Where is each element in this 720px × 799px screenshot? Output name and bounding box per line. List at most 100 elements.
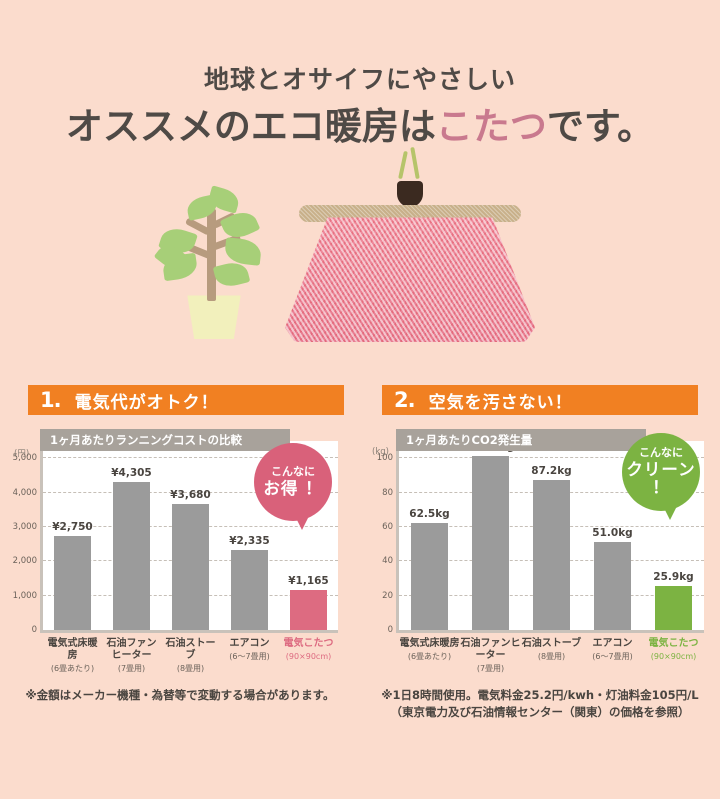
chart-1-plot-wrap: 0 1,000 2,000 3,000 4,000 5,000 ¥2,750 ¥4,305 ¥3… bbox=[13, 429, 338, 635]
bar-value-label: ¥2,750 bbox=[52, 520, 93, 533]
bar-slot: 25.9kg bbox=[643, 441, 704, 630]
category-name: 石油ファンヒーター bbox=[106, 638, 157, 661]
x-axis-category-label: 石油ストーブ (8畳用) bbox=[161, 638, 220, 673]
x-axis-category-label: 電気こたつ (90×90cm) bbox=[643, 638, 704, 673]
bar-slot: 51.0kg bbox=[582, 441, 643, 630]
category-sublabel: (7畳用) bbox=[117, 663, 146, 673]
bar: ¥2,335 bbox=[229, 535, 270, 630]
headline: 地球とオサイフにやさしい オススメのエコ暖房はこたつです。 bbox=[0, 0, 720, 151]
bar: 25.9kg bbox=[653, 571, 694, 630]
category-name: 電気こたつ bbox=[283, 638, 334, 649]
steam-icon bbox=[410, 147, 420, 180]
footnote-2-line-1: ※1日8時間使用。電気料金25.2円/kwh・灯油料金105円/L bbox=[381, 688, 699, 703]
potted-plant-icon bbox=[153, 173, 270, 340]
bar: 87.2kg bbox=[531, 465, 572, 630]
category-name: 電気式床暖房 bbox=[399, 638, 460, 649]
y-axis-tick-label: 60 bbox=[382, 521, 393, 532]
bar-slot: 62.5kg bbox=[399, 441, 460, 630]
category-name: 電気式床暖房 bbox=[47, 638, 98, 661]
bar-slot: ¥1,165 bbox=[279, 441, 338, 630]
y-axis-tick-label: 3,000 bbox=[12, 521, 37, 532]
bar-value-label: 25.9kg bbox=[653, 570, 694, 583]
chart-2: 1ヶ月あたりCO2発生量 (kg) 0 20 40 60 80 100 62.5kg 101.… bbox=[360, 429, 720, 673]
bar-value-label: 87.2kg bbox=[531, 465, 572, 478]
category-sublabel: (90×90cm) bbox=[285, 651, 332, 661]
bar: ¥4,305 bbox=[111, 467, 152, 630]
category-sublabel: (8畳用) bbox=[176, 663, 205, 673]
bar-slot: 87.2kg bbox=[521, 441, 582, 630]
category-name: 電気こたつ bbox=[648, 638, 699, 649]
bar: 62.5kg bbox=[409, 508, 450, 630]
x-axis-category-label: 石油ストーブ (8畳用) bbox=[521, 638, 582, 673]
y-axis-tick-label: 2,000 bbox=[12, 556, 37, 567]
chart-2-callout-bubble: こんなに クリーン ！ bbox=[622, 433, 700, 520]
plant-leaf bbox=[223, 237, 263, 267]
kotatsu-blanket bbox=[285, 217, 535, 343]
bar-slot: ¥3,680 bbox=[161, 441, 220, 630]
bar-value-label: ¥4,305 bbox=[111, 467, 152, 480]
chart-1-callout-bubble: こんなに お得 ！ bbox=[254, 443, 332, 530]
teacup-icon bbox=[397, 181, 423, 208]
x-axis-category-label: 電気式床暖房 (6畳あたり) bbox=[399, 638, 460, 673]
headline-line-2: オススメのエコ暖房はこたつです。 bbox=[0, 102, 720, 152]
bar-value-label: 62.5kg bbox=[409, 507, 450, 520]
x-axis-category-label: 石油ファンヒーター (7畳用) bbox=[102, 638, 161, 673]
section-1-title: 電気代がオトク！ bbox=[74, 392, 219, 413]
bubble-line-1: こんなに bbox=[639, 445, 683, 459]
bar-value-label: ¥3,680 bbox=[170, 488, 211, 501]
category-sublabel: (6畳あたり) bbox=[50, 663, 95, 673]
kotatsu-icon bbox=[285, 147, 535, 350]
headline-text-before: オススメのエコ暖房は bbox=[65, 104, 436, 148]
category-sublabel: (6〜7畳用) bbox=[229, 651, 270, 661]
bar: ¥2,750 bbox=[52, 521, 93, 630]
category-name: 石油ストーブ bbox=[521, 638, 582, 649]
bar-slot: ¥2,335 bbox=[220, 441, 279, 630]
x-axis-category-label: 石油ファンヒーター (7畳用) bbox=[460, 638, 521, 673]
y-axis-tick-label: 40 bbox=[382, 556, 393, 567]
y-axis-tick-label: 0 bbox=[31, 625, 37, 635]
bars-container: ¥2,750 ¥4,305 ¥3,680 ¥2,335 ¥1,165 bbox=[43, 441, 338, 630]
x-axis-category-label: エアコン (6〜7畳用) bbox=[582, 638, 643, 673]
sections-container: 1. 電気代がオトク！ 1ヶ月あたりランニングコストの比較 (円) 0 1,000… bbox=[0, 385, 720, 722]
bubble-line-2: クリーン ！ bbox=[626, 459, 696, 498]
bar-value-label: 51.0kg bbox=[592, 527, 633, 540]
gridline: 100 bbox=[377, 453, 704, 463]
footnote-2: ※1日8時間使用。電気料金25.2円/kwh・灯油料金105円/L （東京電力及… bbox=[360, 687, 720, 722]
footnote-1-line-1: ※金額はメーカー機種・為替等で変動する場合があります。 bbox=[25, 688, 335, 703]
bar: 51.0kg bbox=[592, 527, 633, 630]
footnote-1: ※金額はメーカー機種・為替等で変動する場合があります。 bbox=[0, 687, 360, 704]
illustration bbox=[0, 147, 720, 355]
chart-2-title: 1ヶ月あたりCO2発生量 bbox=[396, 429, 646, 451]
chart-1-x-labels: 電気式床暖房 (6畳あたり) 石油ファンヒーター (7畳用) 石油ストーブ (8畳用) エア… bbox=[43, 638, 338, 673]
x-axis-category-label: エアコン (6〜7畳用) bbox=[220, 638, 279, 673]
category-sublabel: (7畳用) bbox=[476, 663, 505, 673]
bar-slot: ¥2,750 bbox=[43, 441, 102, 630]
section-running-cost: 1. 電気代がオトク！ 1ヶ月あたりランニングコストの比較 (円) 0 1,000… bbox=[0, 385, 360, 722]
section-1-number: 1. bbox=[40, 388, 62, 412]
y-axis-tick-label: 20 bbox=[382, 590, 393, 601]
bar-slot: 101.3kg bbox=[460, 441, 521, 630]
y-axis-tick-label: 100 bbox=[376, 453, 393, 464]
section-1-header: 1. 電気代がオトク！ bbox=[28, 385, 344, 415]
flower-pot bbox=[187, 295, 241, 340]
y-axis-tick-label: 4,000 bbox=[12, 487, 37, 498]
bar-value-label: ¥1,165 bbox=[288, 574, 329, 587]
gridline: 5,000 bbox=[13, 453, 338, 463]
category-name: エアコン bbox=[592, 638, 633, 649]
category-sublabel: (6〜7畳用) bbox=[592, 651, 633, 661]
bubble-line-2: お得 ！ bbox=[263, 478, 323, 498]
bar-slot: ¥4,305 bbox=[102, 441, 161, 630]
bar: ¥1,165 bbox=[288, 575, 329, 630]
category-name: エアコン bbox=[229, 638, 270, 649]
steam-icon bbox=[398, 151, 408, 180]
chart-2-plot-wrap: 0 20 40 60 80 100 62.5kg 101.3kg 87.2kg 51.0kg 25.… bbox=[377, 429, 704, 635]
footnote-2-line-2: （東京電力及び石油情報センター（関東）の価格を参照） bbox=[390, 705, 690, 720]
bar: 101.3kg bbox=[467, 441, 514, 630]
y-axis-tick-label: 5,000 bbox=[12, 453, 37, 464]
headline-text-after: です。 bbox=[546, 104, 655, 148]
bar-value-label: ¥2,335 bbox=[229, 534, 270, 547]
y-axis-tick-label: 1,000 bbox=[12, 590, 37, 601]
category-name: 石油ファンヒーター bbox=[460, 638, 521, 661]
x-axis-category-label: 電気式床暖房 (6畳あたり) bbox=[43, 638, 102, 673]
section-2-header: 2. 空気を汚さない！ bbox=[382, 385, 698, 415]
